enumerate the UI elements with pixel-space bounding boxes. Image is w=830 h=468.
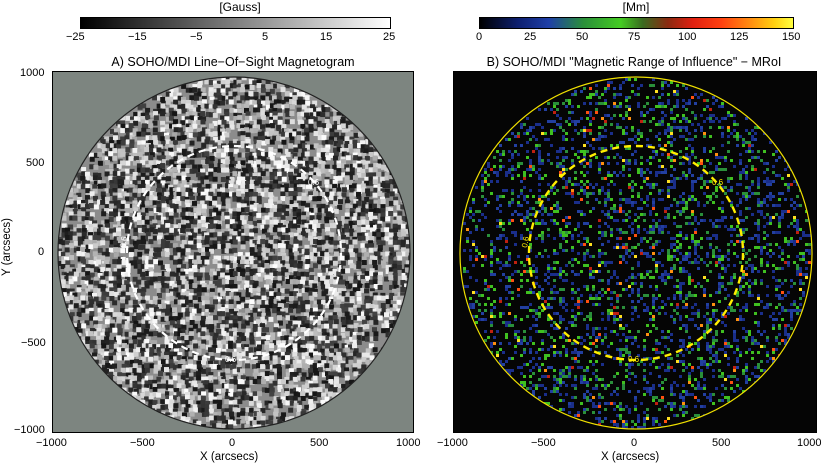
- colorbar-b-tick: 25: [524, 31, 537, 43]
- xtick-label: −1000: [437, 437, 468, 449]
- colorbar-a: [80, 17, 391, 29]
- xtick-label: −500: [130, 437, 155, 449]
- contour-label: 0.6: [520, 235, 531, 248]
- contour-label: 0.6: [225, 355, 237, 364]
- xtick-label: 0: [229, 437, 236, 449]
- colorbar-b: [479, 17, 794, 29]
- xtick-label: 1000: [396, 437, 421, 449]
- colorbar-a-tick: 25: [383, 31, 396, 43]
- panel-a-xlabel: X (arcsecs): [200, 451, 259, 463]
- colorbar-a-tick: 15: [320, 31, 333, 43]
- contour-label: 0.6: [118, 235, 129, 248]
- panel-b-xlabel: X (arcsecs): [601, 451, 660, 463]
- colorbar-b-tick: 150: [782, 31, 801, 43]
- ytick-label: 500: [26, 157, 45, 169]
- colorbar-a-tick: −15: [128, 31, 147, 43]
- panel-a-title: A) SOHO/MDI Line−Of−Sight Magnetogram: [111, 55, 355, 69]
- xtick-label: 500: [712, 437, 731, 449]
- magnetogram-disk: 0.6 0.6 0.6: [53, 72, 413, 432]
- xtick-label: 0: [631, 437, 638, 449]
- panel-a-ylabel: Y (arcsecs): [1, 218, 13, 276]
- panel-b-title: B) SOHO/MDI "Magnetic Range of Influence…: [486, 55, 782, 69]
- colorbar-b-tick: 125: [730, 31, 749, 43]
- xtick-label: −1000: [36, 437, 67, 449]
- ytick-label: 1000: [20, 67, 45, 79]
- ytick-label: −1000: [14, 424, 45, 436]
- mroi-image: 0.6 0.6 0.6: [453, 71, 817, 433]
- colorbar-a-unit-label: [Gauss]: [219, 0, 261, 14]
- colorbar-b-unit-label: [Mm]: [622, 0, 650, 14]
- xtick-label: −500: [531, 437, 556, 449]
- xtick-label: 500: [310, 437, 329, 449]
- mroi-disk: 0.6 0.6 0.6: [454, 72, 816, 432]
- colorbar-b-tick: 75: [628, 31, 641, 43]
- contour-label: 0.6: [308, 178, 320, 187]
- ytick-label: −500: [21, 337, 46, 349]
- contour-label: 0.6: [712, 178, 724, 187]
- colorbar-a-tick: −5: [190, 31, 203, 43]
- xtick-label: 1000: [797, 437, 822, 449]
- ytick-label: 0: [38, 246, 45, 258]
- colorbar-b-tick: 100: [678, 31, 697, 43]
- colorbar-a-tick: −25: [66, 31, 85, 43]
- colorbar-a-tick: 5: [262, 31, 269, 43]
- contour-label: 0.6: [628, 355, 640, 364]
- colorbar-b-tick: 0: [476, 31, 483, 43]
- magnetogram-image: 0.6 0.6 0.6: [52, 71, 414, 433]
- colorbar-b-tick: 50: [576, 31, 589, 43]
